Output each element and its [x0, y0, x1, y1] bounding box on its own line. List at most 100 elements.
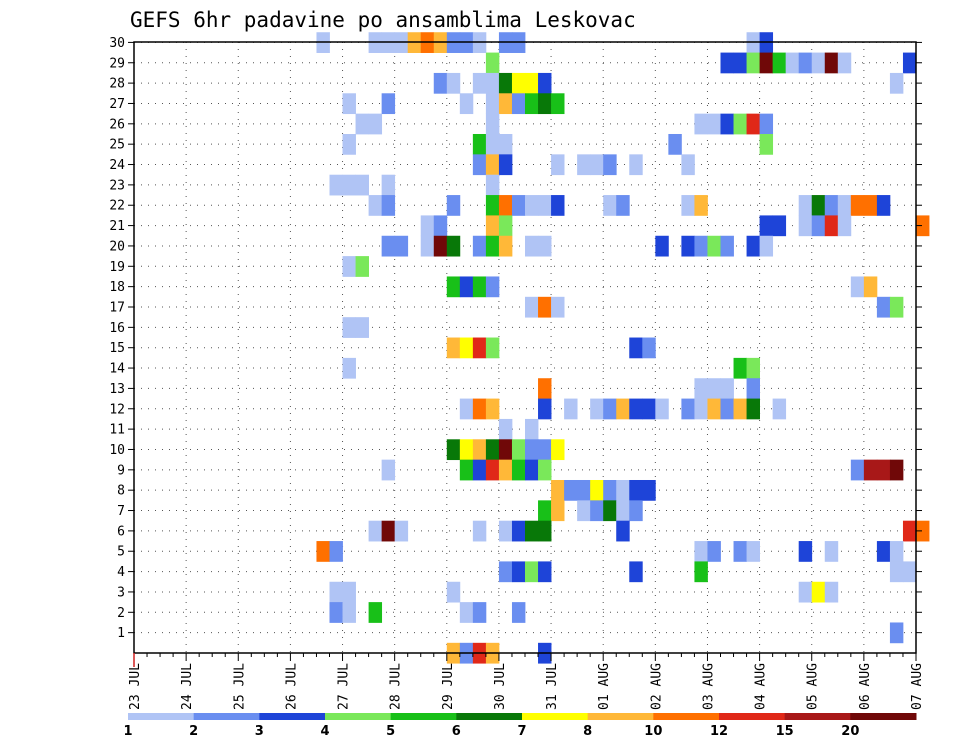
y-tick-label: 15 — [109, 341, 125, 356]
heatmap-cell — [538, 296, 552, 318]
heatmap-cell — [603, 500, 617, 522]
heatmap-cell — [525, 296, 539, 318]
heatmap-cell — [551, 500, 565, 522]
heatmap-cell — [759, 52, 774, 74]
heatmap-cell — [603, 154, 617, 176]
heatmap-cell — [472, 439, 487, 461]
heatmap-cell — [381, 235, 396, 257]
legend-swatch — [653, 713, 720, 720]
heatmap-cell — [472, 276, 487, 298]
heatmap-cell — [577, 479, 591, 501]
heatmap-cell — [485, 72, 500, 94]
y-tick-label: 16 — [109, 321, 125, 336]
x-tick-label: 29 JUL — [441, 663, 456, 710]
heatmap-cell — [498, 154, 513, 176]
legend-label: 15 — [776, 724, 794, 739]
heatmap-cell — [707, 541, 721, 562]
heatmap-cell — [746, 541, 760, 562]
heatmap-cell — [902, 52, 917, 74]
heatmap-cell — [525, 439, 539, 461]
heatmap-cell — [511, 93, 526, 115]
legend-label: 7 — [517, 724, 526, 739]
heatmap-cell — [459, 398, 474, 420]
heatmap-cell — [381, 174, 396, 196]
heatmap-cell — [811, 215, 826, 237]
heatmap-cell — [459, 602, 474, 623]
heatmap-cell — [538, 520, 552, 542]
heatmap-cell — [798, 215, 813, 237]
heatmap-cell — [446, 276, 461, 298]
colorbar-legend: 1 2 3 4 5 6 7 8 10 12 15 20 — [123, 713, 917, 739]
x-tick-label: 01 AUG — [597, 663, 612, 710]
heatmap-cell — [329, 581, 343, 603]
heatmap-cell — [485, 133, 500, 155]
heatmap-cell — [342, 93, 356, 115]
heatmap-cell — [485, 195, 500, 216]
y-tick-label: 4 — [117, 565, 125, 580]
heatmap-cell — [446, 195, 461, 216]
heatmap-cell — [485, 398, 500, 420]
heatmap-cell — [498, 215, 513, 237]
heatmap-cell — [525, 561, 539, 583]
y-tick-label: 28 — [109, 77, 125, 92]
heatmap-cell — [433, 72, 448, 94]
y-tick-label: 27 — [109, 97, 125, 112]
heatmap-cell — [564, 479, 578, 501]
heatmap-cell — [485, 439, 500, 461]
y-tick-label: 3 — [117, 585, 125, 600]
y-tick-label: 10 — [109, 443, 125, 458]
y-tick-label: 20 — [109, 239, 125, 254]
heatmap-cell — [420, 215, 435, 237]
heatmap-cell — [485, 235, 500, 257]
x-tick-label: 07 AUG — [910, 663, 925, 710]
x-tick-label: 05 AUG — [806, 663, 821, 710]
heatmap-cell — [551, 479, 565, 501]
heatmap-cell — [551, 154, 565, 176]
heatmap-cell — [498, 133, 513, 155]
legend-swatch — [193, 713, 260, 720]
heatmap-cell — [720, 235, 734, 257]
y-tick-label: 1 — [117, 626, 125, 641]
y-tick-label: 26 — [109, 117, 125, 132]
heatmap-cell — [538, 459, 552, 481]
heatmap-cell — [733, 357, 747, 379]
heatmap-cell — [655, 235, 669, 257]
heatmap-cell — [472, 72, 487, 94]
heatmap-cell — [381, 459, 396, 481]
heatmap-cell — [355, 174, 369, 196]
heatmap-cell — [811, 52, 826, 74]
heatmap-cell — [603, 479, 617, 501]
x-axis: 23 JUL 24 JUL 25 JUL 26 JUL 27 JUL 28 JUL 29 J… — [128, 653, 925, 710]
y-tick-label: 11 — [109, 423, 125, 438]
heatmap-cell — [538, 93, 552, 115]
heatmap-cell — [772, 215, 787, 237]
heatmap-cell — [876, 296, 891, 318]
heatmap-cell — [485, 215, 500, 237]
heatmap-cell — [368, 602, 383, 623]
heatmap-cell — [642, 398, 656, 420]
heatmap-cell — [538, 439, 552, 461]
x-tick-label: 04 AUG — [754, 663, 769, 710]
heatmap-cell — [577, 154, 591, 176]
legend-swatch — [522, 713, 589, 720]
heatmap-cell — [629, 398, 643, 420]
heatmap-cell — [811, 581, 826, 603]
heatmap-cell — [525, 72, 539, 94]
x-tick-label: 25 JUL — [232, 663, 247, 710]
heatmap-cell — [668, 133, 682, 155]
heatmap-cell — [355, 317, 369, 338]
heatmap-cell — [616, 520, 630, 542]
heatmap-cell — [538, 500, 552, 522]
heatmap-cell — [538, 195, 552, 216]
heatmap-cell — [590, 479, 604, 501]
heatmap-cell — [342, 357, 356, 379]
heatmap-cell — [394, 235, 409, 257]
heatmap-cell — [329, 174, 343, 196]
y-tick-label: 13 — [109, 382, 125, 397]
y-tick-label: 12 — [109, 402, 125, 417]
heatmap-cell — [889, 561, 904, 583]
heatmap-cell — [694, 195, 708, 216]
heatmap-cell — [681, 398, 695, 420]
heatmap-cell — [850, 459, 865, 481]
